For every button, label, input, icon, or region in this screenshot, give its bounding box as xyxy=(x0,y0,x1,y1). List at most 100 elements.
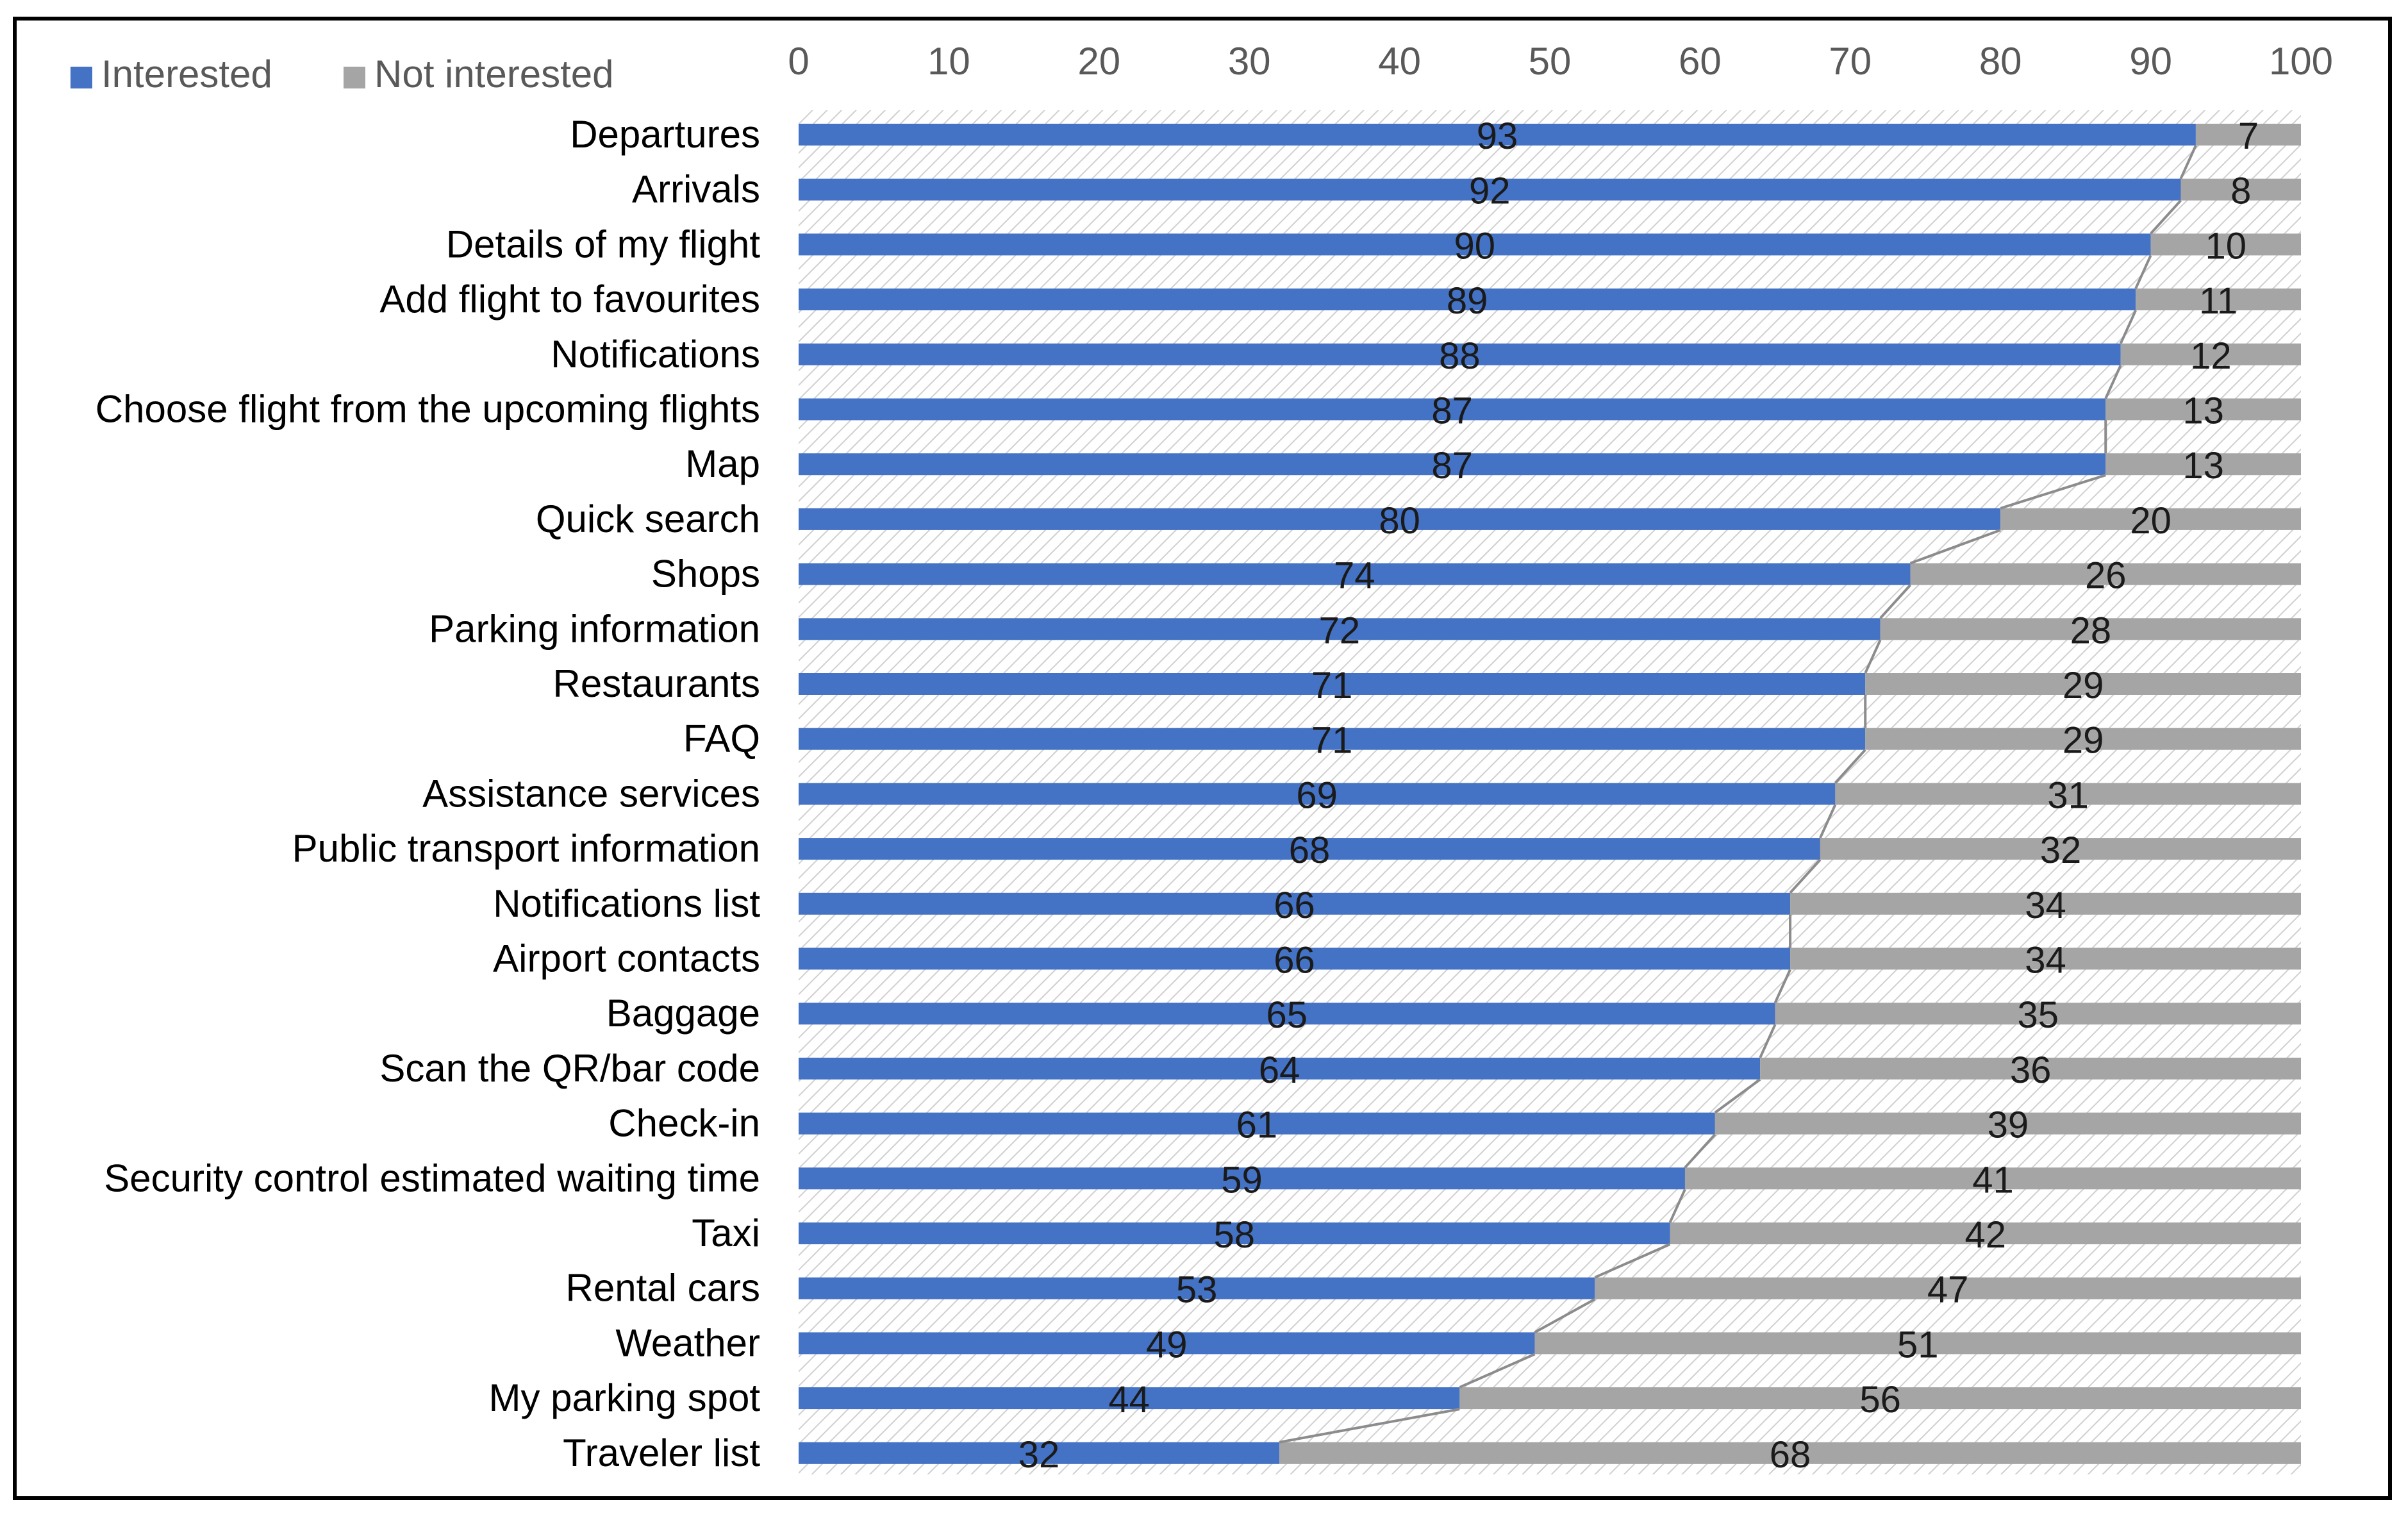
data-label-not-interested: 35 xyxy=(2018,994,2059,1036)
series-line xyxy=(1879,584,1912,619)
data-label-not-interested: 28 xyxy=(2070,610,2112,651)
x-tick-label: 20 xyxy=(1077,40,1120,83)
bar-not-interested-details-of-my-flight xyxy=(2150,233,2301,256)
category-label: Check-in xyxy=(608,1102,760,1145)
data-label-not-interested: 26 xyxy=(2085,555,2127,597)
data-label-interested: 89 xyxy=(1447,280,1488,322)
data-label-interested: 61 xyxy=(1236,1105,1278,1146)
x-tick-label: 50 xyxy=(1529,40,1572,83)
category-label: Restaurants xyxy=(553,662,761,705)
data-label-interested: 71 xyxy=(1311,720,1353,762)
category-label: Notifications list xyxy=(493,882,760,925)
bar-interested-arrivals xyxy=(799,178,2181,201)
data-label-interested: 58 xyxy=(1214,1214,1256,1256)
data-label-not-interested: 29 xyxy=(2063,665,2104,706)
series-line xyxy=(1789,858,1822,894)
bar-interested-faq xyxy=(799,728,1866,750)
category-label: Add flight to favourites xyxy=(379,278,760,321)
data-label-not-interested: 29 xyxy=(2063,720,2104,762)
data-label-not-interested: 8 xyxy=(2230,171,2251,212)
data-label-not-interested: 32 xyxy=(2040,830,2082,871)
legend-swatch-interested xyxy=(71,67,92,88)
category-label: Traveler list xyxy=(563,1431,760,1474)
series-line xyxy=(1534,1297,1596,1334)
series-line xyxy=(1864,639,1882,674)
data-label-interested: 49 xyxy=(1146,1324,1188,1365)
bar-not-interested-departures xyxy=(2195,124,2301,146)
bar-not-interested-check-in xyxy=(1715,1112,2301,1135)
category-label: Weather xyxy=(615,1321,760,1364)
data-label-interested: 90 xyxy=(1454,225,1496,267)
data-label-not-interested: 41 xyxy=(1972,1159,2014,1201)
series-line xyxy=(1594,1243,1671,1279)
data-label-interested: 64 xyxy=(1259,1049,1300,1091)
x-tick-label: 30 xyxy=(1228,40,1271,83)
bar-interested-parking-information xyxy=(799,618,1881,640)
data-label-interested: 44 xyxy=(1108,1379,1150,1421)
category-label: Notifications xyxy=(551,333,760,376)
data-label-not-interested: 10 xyxy=(2205,225,2247,267)
data-label-interested: 80 xyxy=(1379,500,1420,542)
legend-swatch-not-interested xyxy=(344,67,365,88)
series-line xyxy=(1714,1078,1761,1114)
bar-interested-rental-cars xyxy=(799,1277,1595,1299)
bar-interested-weather xyxy=(799,1332,1535,1355)
data-label-interested: 68 xyxy=(1289,830,1331,871)
bar-not-interested-add-flight-to-favourites xyxy=(2136,288,2301,311)
category-label: Rental cars xyxy=(566,1267,760,1310)
chart-frame: Interested Not interested 0 10 20 30 40 50 60 70… xyxy=(13,17,2392,1500)
data-label-not-interested: 56 xyxy=(1859,1379,1901,1421)
bar-not-interested-choose-flight-from-the-upcoming-flights xyxy=(2105,398,2301,421)
category-label: My parking spot xyxy=(488,1376,760,1419)
series-line xyxy=(1909,529,2001,565)
data-label-not-interested: 7 xyxy=(2238,115,2259,157)
category-label: Security control estimated waiting time xyxy=(104,1156,760,1199)
bar-not-interested-public-transport-information xyxy=(1820,838,2301,860)
data-label-not-interested: 34 xyxy=(2025,885,2066,926)
bar-interested-taxi xyxy=(799,1222,1670,1244)
x-tick-label: 0 xyxy=(788,40,809,83)
data-label-not-interested: 20 xyxy=(2130,500,2171,542)
x-tick-label: 10 xyxy=(927,40,970,83)
bar-not-interested-notifications-list xyxy=(1790,892,2301,915)
data-label-interested: 72 xyxy=(1319,610,1361,651)
data-label-not-interested: 13 xyxy=(2182,445,2224,487)
category-label: Departures xyxy=(570,113,760,156)
category-label: Quick search xyxy=(536,497,760,540)
category-label: Baggage xyxy=(606,992,760,1035)
series-line xyxy=(2000,474,2106,510)
bar-interested-shops xyxy=(799,563,1911,585)
series-line xyxy=(1279,1408,1460,1444)
category-label: Taxi xyxy=(692,1212,760,1255)
category-label: Parking information xyxy=(429,607,760,650)
bar-not-interested-baggage xyxy=(1775,1003,2301,1025)
data-label-interested: 32 xyxy=(1018,1434,1060,1476)
bar-interested-choose-flight-from-the-upcoming-flights xyxy=(799,398,2106,421)
bar-not-interested-airport-contacts xyxy=(1790,947,2301,970)
bar-not-interested-faq xyxy=(1865,728,2301,750)
bar-not-interested-quick-search xyxy=(2000,508,2301,530)
category-label: Details of my flight xyxy=(446,222,760,265)
series-line xyxy=(2150,199,2182,235)
bar-not-interested-restaurants xyxy=(1865,673,2301,695)
bar-not-interested-security-control-estimated-waiting-time xyxy=(1684,1167,2301,1190)
bar-interested-notifications xyxy=(799,343,2121,365)
data-label-not-interested: 36 xyxy=(2010,1049,2052,1091)
bar-not-interested-arrivals xyxy=(2180,178,2301,201)
bar-not-interested-scan-the-qr-bar-code xyxy=(1760,1057,2301,1080)
bar-not-interested-my-parking-spot xyxy=(1459,1387,2301,1410)
category-label: FAQ xyxy=(683,717,760,760)
series-line xyxy=(1819,804,1837,838)
series-line xyxy=(1834,749,1866,784)
series-line xyxy=(2179,145,2197,179)
data-label-not-interested: 68 xyxy=(1770,1434,1811,1476)
category-label: Public transport information xyxy=(292,827,760,870)
series-line xyxy=(2134,254,2152,289)
category-label: Assistance services xyxy=(422,772,760,815)
stacked-bar-chart: Interested Not interested 0 10 20 30 40 50 60 70… xyxy=(71,40,2333,1476)
data-label-interested: 66 xyxy=(1274,885,1315,926)
data-label-interested: 87 xyxy=(1431,445,1473,487)
data-label-interested: 74 xyxy=(1334,555,1375,597)
bar-not-interested-notifications xyxy=(2120,343,2301,365)
series-line xyxy=(1684,1133,1716,1169)
